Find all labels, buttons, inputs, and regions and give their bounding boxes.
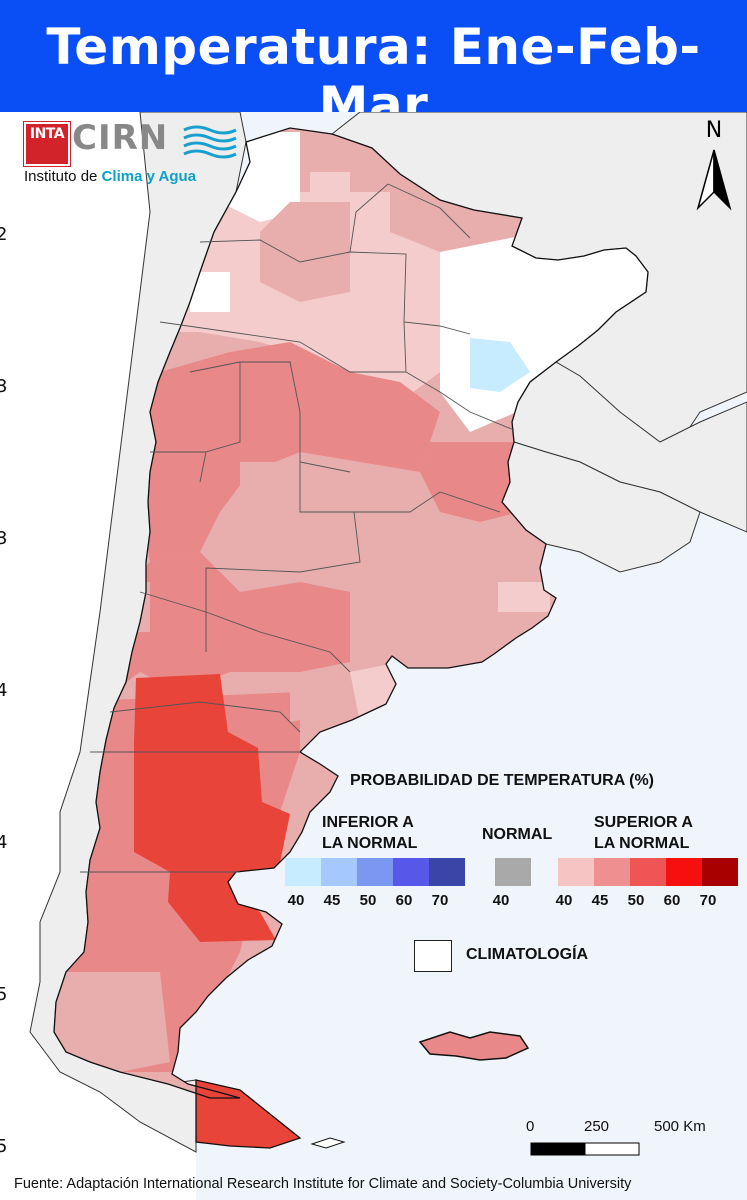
svg-text:5: 5 [0, 1136, 7, 1157]
legend-swatch-above-70 [702, 858, 738, 886]
north-arrow: N [692, 118, 736, 214]
map-frame: 2 3 3 4 4 5 5 INTA CIRN Instituto de Cli… [0, 112, 747, 1200]
legend-swatch-above-60 [666, 858, 702, 886]
province-borders [80, 183, 515, 873]
svg-text:4: 4 [0, 680, 7, 701]
legend-above-values: 40 45 50 60 70 [555, 892, 717, 909]
svg-text:2: 2 [0, 224, 7, 245]
legend-normal-values: 40 [492, 892, 510, 909]
legend-normal-swatches [495, 858, 531, 886]
legend-swatch-below-60 [393, 858, 429, 886]
source-footer: Fuente: Adaptación International Researc… [14, 1176, 632, 1192]
legend-below-swatches [285, 858, 465, 886]
svg-text:3: 3 [0, 528, 7, 549]
legend-below-label: INFERIOR A LA NORMAL [322, 814, 418, 852]
map-edge-ticks: 2 3 3 4 4 5 5 [0, 224, 7, 1157]
forecast-map: 2 3 3 4 4 5 5 [0, 112, 747, 1200]
legend-swatch-below-45 [321, 858, 357, 886]
legend-swatch-above-40 [558, 858, 594, 886]
scale-bar [530, 1142, 640, 1156]
legend-climatology-label: CLIMATOLOGÍA [466, 946, 589, 963]
legend-swatch-below-70 [429, 858, 465, 886]
scale-label-500: 500 Km [654, 1118, 706, 1135]
legend-swatch-above-50 [630, 858, 666, 886]
legend-above-swatches [558, 858, 738, 886]
water-waves-icon [183, 125, 237, 159]
svg-text:4: 4 [0, 832, 7, 853]
legend-below-values: 40 45 50 60 70 [287, 892, 449, 909]
svg-text:5: 5 [0, 984, 7, 1005]
legend-above-label: SUPERIOR A LA NORMAL [594, 814, 693, 852]
legend-swatch-below-40 [285, 858, 321, 886]
legend-normal-label: NORMAL [482, 826, 553, 843]
north-arrow-icon [696, 149, 732, 211]
legend-swatch-below-50 [357, 858, 393, 886]
legend-title: PROBABILIDAD DE TEMPERATURA (%) [350, 772, 654, 789]
inta-badge: INTA [24, 122, 70, 166]
malvinas-islands [418, 1031, 530, 1061]
logo-subtitle: Instituto de Clima y Agua [24, 168, 197, 185]
scale-label-0: 0 [526, 1118, 535, 1135]
svg-text:3: 3 [0, 376, 7, 397]
scale-label-250: 250 [584, 1118, 610, 1135]
logo-name: CIRN [72, 118, 169, 158]
isla-de-los-estados [310, 1137, 346, 1149]
legend-swatch-climatology [414, 940, 452, 972]
legend-swatch-above-45 [594, 858, 630, 886]
inta-cirn-logo: INTA CIRN Instituto de Clima y Agua [22, 118, 240, 188]
legend-swatch-normal-40 [495, 858, 531, 886]
page-title: Temperatura: Ene-Feb-Mar [46, 18, 701, 134]
title-banner: Temperatura: Ene-Feb-Mar [0, 0, 747, 134]
